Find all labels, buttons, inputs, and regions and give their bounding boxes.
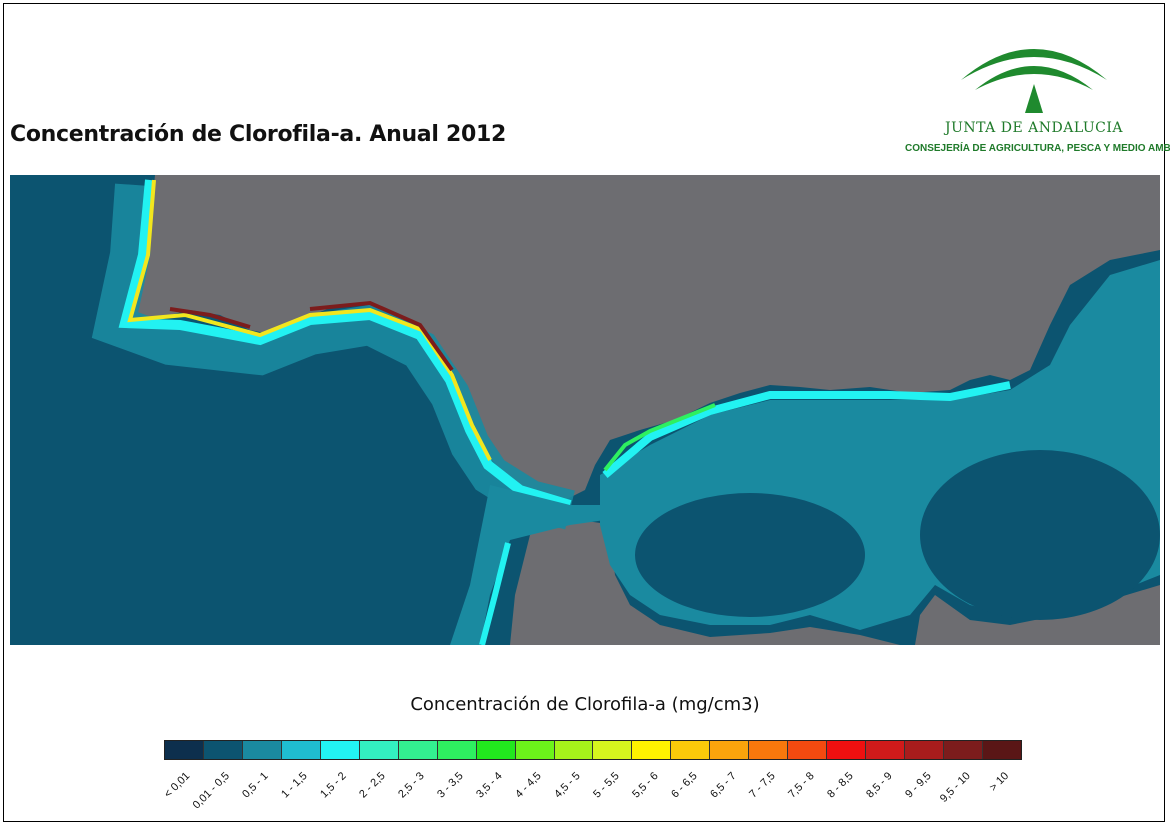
legend-label: > 10 <box>986 770 1011 794</box>
legend-label: 8,5 - 9 <box>863 770 895 801</box>
alboran-gyre-east <box>920 450 1160 620</box>
legend-label: 8 - 8,5 <box>824 770 856 801</box>
legend-swatch <box>827 741 867 759</box>
legend-label: 5 - 5,5 <box>590 770 622 801</box>
legend-label: < 0,01 <box>161 770 192 801</box>
coastal-band-atlantic-light <box>118 179 572 510</box>
junta-andalucia-logo: JUNTA DE ANDALUCIA CONSEJERÍA DE AGRICUL… <box>905 28 1170 160</box>
legend-swatch <box>515 741 555 759</box>
coastal-band-mediterranean <box>602 381 1011 479</box>
legend-label: 4 - 4,5 <box>512 770 544 801</box>
legend-swatch <box>320 741 360 759</box>
legend-swatch <box>632 741 672 759</box>
alboran-gyre-west <box>635 493 865 617</box>
legend-label: 1,5 - 2 <box>317 770 349 801</box>
legend-label: 6 - 6,5 <box>668 770 700 801</box>
legend-swatch <box>203 741 243 759</box>
legend-label: 6,5 - 7 <box>707 770 739 801</box>
legend-swatch <box>476 741 516 759</box>
legend-swatch <box>281 741 321 759</box>
logo-name: JUNTA DE ANDALUCIA <box>944 120 1124 136</box>
coastal-band-morocco <box>479 542 511 645</box>
strait-of-gibraltar <box>450 485 605 645</box>
legend-swatch <box>437 741 477 759</box>
legend-label: 3,5 - 4 <box>473 770 505 801</box>
logo-emblem-icon <box>961 49 1107 113</box>
land-morocco-east <box>915 585 1160 645</box>
legend-label: 7 - 7,5 <box>746 770 778 801</box>
legend-swatch <box>983 741 1021 759</box>
legend-title: Concentración de Clorofila-a (mg/cm3) <box>410 694 760 715</box>
logo-department: CONSEJERÍA DE AGRICULTURA, PESCA Y MEDIO… <box>905 143 1170 154</box>
legend-swatch <box>788 741 828 759</box>
chlorophyll-map <box>10 175 1160 645</box>
legend-label: 9 - 9,5 <box>902 770 934 801</box>
legend-swatch <box>671 741 711 759</box>
legend-swatch <box>710 741 750 759</box>
map-title: Concentración de Clorofila-a. Anual 2012 <box>10 122 506 147</box>
legend-label: 9,5 - 10 <box>937 770 973 805</box>
legend-swatch <box>242 741 282 759</box>
coastal-band-atlantic <box>91 183 575 530</box>
land-iberia <box>128 175 1160 500</box>
legend-swatch <box>944 741 984 759</box>
legend-colorbar <box>164 740 1022 760</box>
legend-swatch <box>905 741 945 759</box>
legend-label: 4,5 - 5 <box>551 770 583 801</box>
coastal-band-atlantic-high <box>127 179 492 461</box>
map-frame <box>3 3 1165 822</box>
legend-label: 2 - 2,5 <box>356 770 388 801</box>
coastal-band-atlantic-max <box>169 300 454 372</box>
legend-swatch <box>554 741 594 759</box>
legend-label: 1 - 1,5 <box>278 770 310 801</box>
legend-swatch <box>359 741 399 759</box>
legend-label: 5,5 - 6 <box>629 770 661 801</box>
legend-swatch <box>165 741 204 759</box>
legend-label: 2,5 - 3 <box>395 770 427 801</box>
legend-label: 0,5 - 1 <box>239 770 271 801</box>
legend-label: 7,5 - 8 <box>785 770 817 801</box>
legend-swatch <box>398 741 438 759</box>
legend-label: 3 - 3,5 <box>434 770 466 801</box>
legend-swatch <box>593 741 633 759</box>
coastal-band-mediterranean-green <box>603 403 716 472</box>
legend-swatch <box>749 741 789 759</box>
legend-label: 0,01 - 0,5 <box>190 770 232 812</box>
legend-swatch <box>866 741 906 759</box>
